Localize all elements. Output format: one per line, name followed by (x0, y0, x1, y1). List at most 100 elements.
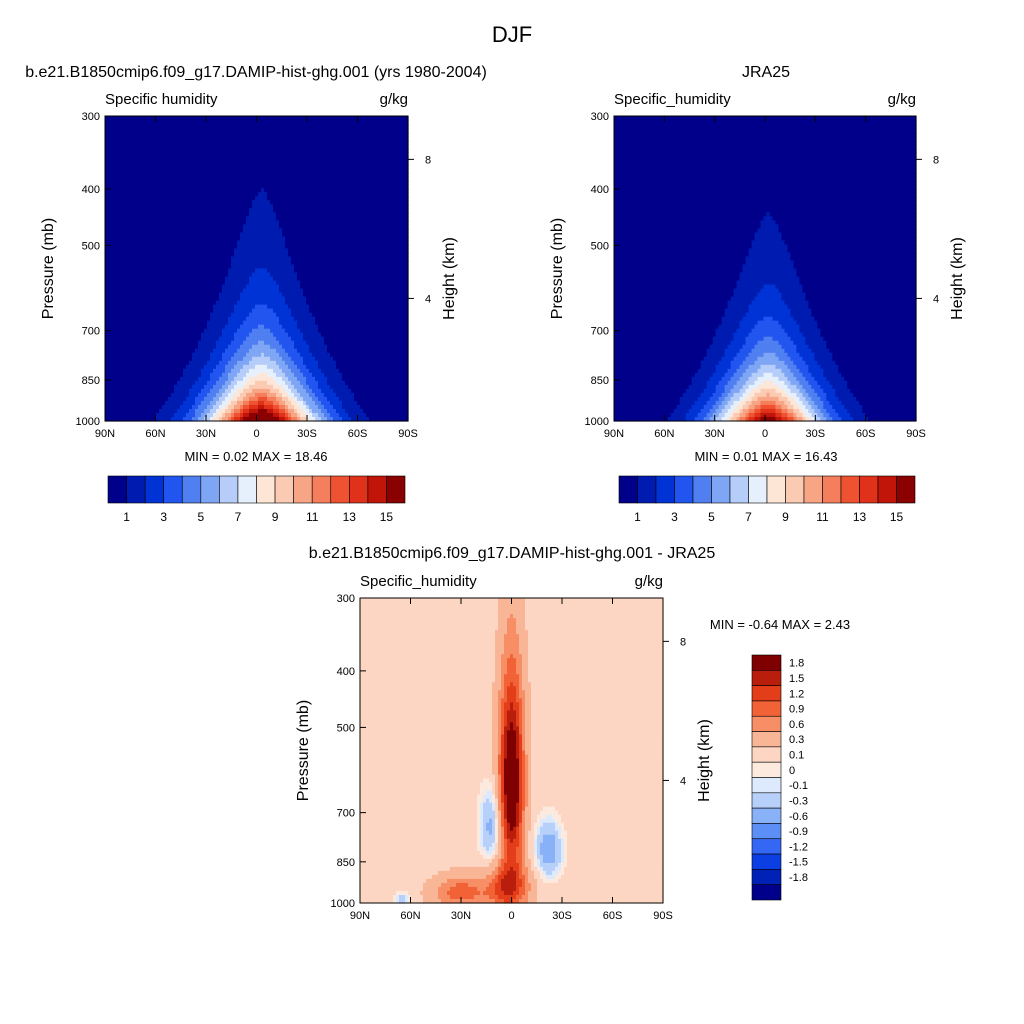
panel-3-field-cell (477, 818, 481, 824)
panel-2-field-cell (614, 164, 917, 169)
panel-3-field-cell (504, 838, 508, 844)
panel-1-field-cell (234, 364, 244, 370)
panel-3-field-cell (522, 710, 526, 715)
panel-1-field-cell (324, 404, 334, 410)
panel-2-field-cell (614, 240, 753, 246)
panel-3-field-cell (516, 834, 520, 840)
panel-3-field-cell (516, 754, 520, 760)
panel-1-field-cell (243, 396, 250, 402)
panel-1-field-cell (234, 248, 289, 254)
panel-1-field-cell (309, 304, 409, 310)
panel-1-field-cell (285, 400, 292, 406)
panel-3-field-cell (501, 822, 505, 828)
panel-2-colorbar-box (637, 475, 657, 504)
panel-2-field-cell (844, 376, 917, 382)
panel-1-field-cell (267, 392, 277, 398)
panel-1: b.e21.B1850cmip6.f09_g17.DAMIP-hist-ghg.… (25, 64, 487, 524)
panel-3-field-cell (510, 826, 514, 832)
panel-3-field-cell (531, 794, 664, 800)
panel-2-field-cell (739, 276, 800, 282)
panel-1-field-cell (225, 368, 232, 374)
panel-3-field-cell (480, 818, 484, 824)
panel-1-field-cell (243, 376, 250, 382)
panel-3-field-cell (561, 818, 664, 824)
panel-3-field-cell (516, 894, 523, 900)
panel-2-field-cell (826, 392, 836, 398)
panel-1-field-cell (237, 372, 247, 378)
panel-2-field-cell (614, 244, 753, 250)
panel-3-field-cell (360, 658, 496, 663)
panel-3-field-cell (360, 738, 493, 744)
panel-1-field-cell (273, 308, 292, 314)
panel-1-field-cell (255, 380, 268, 386)
panel-2-field-cell (614, 136, 917, 141)
panel-3-colorbar-label: 0 (789, 765, 795, 777)
panel-1-field-cell (219, 292, 241, 298)
panel-3-field-cell (537, 834, 544, 840)
panel-3-field-cell (525, 622, 664, 627)
panel-1-field-cell (216, 400, 223, 406)
panel-3-field-cell (522, 666, 529, 671)
panel-2-field-cell (697, 412, 708, 418)
panel-2-field-cell (748, 412, 756, 418)
panel-1-field-cell (273, 384, 283, 390)
panel-1-field-cell (300, 416, 307, 422)
panel-3-field-cell (501, 810, 505, 816)
panel-1-field-cell (264, 324, 283, 330)
panel-3-field-cell (492, 850, 496, 856)
panel-2-y2-tick-label: 4 (933, 293, 939, 305)
panel-2-field-cell (787, 384, 797, 390)
panel-2-field-cell (784, 380, 792, 386)
panel-2-field-cell (614, 128, 917, 133)
panel-3-field-cell (438, 890, 448, 896)
panel-3-field-cell (516, 666, 523, 671)
panel-3-field-cell (519, 678, 523, 683)
panel-2-field-cell (614, 132, 917, 137)
panel-2-field-cell (775, 412, 783, 418)
panel-3-field-cell (537, 814, 547, 820)
panel-3-field-cell (531, 738, 664, 744)
panel-1-field-cell (267, 364, 280, 370)
panel-2-field-cell (805, 416, 812, 422)
panel-1-field-cell (264, 400, 274, 406)
panel-1-y-tick-label: 1000 (76, 416, 100, 428)
panel-1-field-cell (285, 236, 409, 241)
panel-1-field-cell (318, 384, 331, 390)
panel-3-field-cell (498, 734, 502, 740)
panel-2-field-cell (808, 344, 827, 350)
panel-2-field-cell (724, 372, 735, 378)
panel-3-field-cell (528, 758, 532, 764)
panel-2-field-cell (733, 356, 747, 362)
panel-1-field-cell (258, 400, 265, 406)
panel-3-field-cell (531, 858, 535, 864)
panel-3-field-cell (564, 850, 568, 856)
panel-2-field-cell (724, 412, 732, 418)
panel-1-field-cell (354, 396, 409, 402)
panel-2-colorbar-box (655, 475, 675, 504)
panel-3-field-cell (498, 874, 505, 880)
panel-3-field-cell (504, 794, 508, 800)
panel-1-field-cell (204, 396, 214, 402)
panel-2-colorbar-box (711, 475, 731, 504)
panel-2-field-cell (742, 264, 794, 270)
panel-3-field-cell (504, 742, 508, 748)
panel-1-field-cell (342, 376, 409, 382)
panel-1-field-cell (225, 396, 232, 402)
panel-1-field-cell (264, 404, 274, 410)
panel-3-field-cell (408, 898, 412, 904)
panel-1-field-cell (315, 356, 334, 362)
panel-1-colorbar-box (144, 475, 164, 504)
panel-2-field-cell (614, 204, 917, 209)
panel-1-field-cell (249, 368, 274, 374)
panel-3-field-cell (528, 830, 535, 836)
panel-3-field-cell (495, 774, 499, 780)
panel-3-field-cell (513, 866, 520, 872)
panel-2-field-cell (685, 412, 699, 418)
panel-2-field-cell (778, 384, 789, 390)
panel-2-field-cell (805, 412, 812, 418)
panel-3-x-tick-label: 60S (603, 910, 623, 922)
panel-2-field-cell (733, 392, 744, 398)
panel-3-field-cell (531, 722, 664, 728)
panel-3-field-cell (360, 802, 478, 808)
panel-3-field-cell (516, 822, 520, 828)
